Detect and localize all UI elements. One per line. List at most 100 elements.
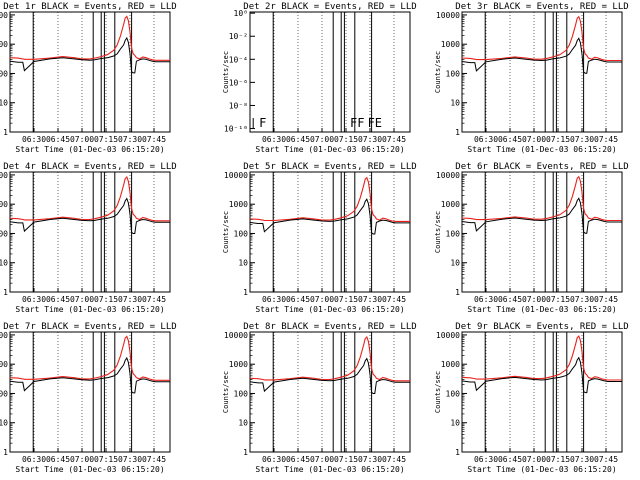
y-tick-label: 1	[455, 128, 460, 137]
x-axis-label: Start Time (01-Dec-03 06:15:20)	[255, 145, 404, 154]
y-tick-label: 1000	[0, 40, 8, 49]
y-tick-label: 100	[0, 69, 8, 78]
series-line-events	[9, 197, 170, 234]
y-tick-label: 1000	[229, 360, 248, 369]
x-tick-label: 07:45	[142, 295, 166, 304]
y-tick-label: 10000	[224, 331, 248, 340]
plot-frame	[9, 171, 171, 293]
y-tick-label: 10000	[0, 171, 8, 180]
y-tick-label: 10	[450, 99, 460, 108]
series-line-events	[249, 198, 410, 235]
y-tick-label: 10⁻⁴	[229, 55, 248, 64]
y-axis-label: Counts/sec	[434, 211, 442, 253]
x-tick-label: 06:45	[46, 295, 70, 304]
x-tick-label: 07:00	[522, 455, 546, 464]
y-tick-label: 1000	[0, 360, 8, 369]
y-tick-label: 10	[450, 419, 460, 428]
y-tick-label: 10⁰	[234, 9, 248, 18]
x-tick-label: 07:00	[310, 295, 334, 304]
y-axis-label: Counts/sec	[434, 51, 442, 93]
panel-det-3: Det 3r BLACK = Events, RED = LLD 06:30 06:…	[434, 2, 629, 154]
y-tick-label: 100	[446, 389, 461, 398]
x-tick-label: 07:30	[358, 135, 382, 144]
x-tick-label: 07:30	[570, 295, 594, 304]
y-tick-label: 1000	[441, 360, 460, 369]
x-tick-label: 07:00	[522, 295, 546, 304]
y-tick-label: 1	[243, 288, 248, 297]
y-tick-label: 100	[446, 229, 461, 238]
series-line-events	[249, 357, 410, 394]
y-tick-label: 1	[455, 448, 460, 457]
series-line-lld	[249, 176, 410, 222]
y-tick-label: 1	[243, 448, 248, 457]
x-tick-label: 07:45	[594, 135, 618, 144]
y-tick-label: 10⁻¹⁰	[224, 125, 248, 134]
x-tick-label: 06:45	[498, 455, 522, 464]
x-tick-label: 07:45	[594, 455, 618, 464]
y-axis-label: Counts/sec	[222, 51, 230, 93]
plot-frame	[249, 171, 411, 293]
x-tick-label: 07:45	[594, 295, 618, 304]
x-tick-label: 07:15	[546, 135, 570, 144]
y-tick-label: 10000	[224, 171, 248, 180]
y-tick-label: 10	[0, 99, 8, 108]
x-tick-label: 06:30	[262, 135, 286, 144]
x-tick-label: 07:00	[70, 135, 94, 144]
x-tick-label: 06:30	[262, 455, 286, 464]
x-tick-label: 06:45	[498, 135, 522, 144]
panel-title: Det 7r BLACK = Events, RED = LLD	[3, 322, 176, 332]
series-line-lld	[249, 336, 410, 382]
y-tick-label: 10000	[436, 331, 460, 340]
x-tick-label: 07:30	[358, 455, 382, 464]
panel-title: Det 5r BLACK = Events, RED = LLD	[243, 162, 416, 172]
panel-det-4: Det 4r BLACK = Events, RED = LLD 06:30 06:…	[0, 162, 177, 314]
y-tick-label: 1	[3, 288, 8, 297]
x-tick-label: 07:00	[522, 135, 546, 144]
x-tick-label: 07:00	[310, 455, 334, 464]
y-tick-label: 10	[0, 259, 8, 268]
x-axis-label: Start Time (01-Dec-03 06:15:20)	[15, 145, 164, 154]
y-axis-label: Counts/sec	[222, 371, 230, 413]
panel-det-7: Det 7r BLACK = Events, RED = LLD 06:30 06:…	[0, 322, 177, 474]
x-tick-label: 07:15	[546, 455, 570, 464]
y-tick-label: 10⁻²	[229, 32, 248, 41]
y-tick-label: 10⁻⁶	[229, 78, 248, 87]
x-tick-label: 07:30	[570, 135, 594, 144]
y-tick-label: 1000	[441, 40, 460, 49]
series-line-events	[461, 197, 622, 234]
x-tick-label: 07:00	[70, 295, 94, 304]
y-tick-label: 10000	[436, 171, 460, 180]
plot-frame	[461, 171, 623, 293]
x-axis-label: Start Time (01-Dec-03 06:15:20)	[467, 465, 616, 474]
panel-title: Det 9r BLACK = Events, RED = LLD	[455, 322, 628, 332]
y-tick-label: 10	[238, 259, 248, 268]
panel-det-8: Det 8r BLACK = Events, RED = LLD 06:30 06:…	[222, 322, 417, 474]
y-tick-label: 10000	[436, 11, 460, 20]
x-tick-label: 07:30	[358, 295, 382, 304]
y-tick-label: 10	[0, 419, 8, 428]
y-tick-label: 10	[450, 259, 460, 268]
x-tick-label: 07:45	[382, 455, 406, 464]
series-line-events	[461, 37, 622, 74]
x-axis-label: Start Time (01-Dec-03 06:15:20)	[15, 465, 164, 474]
x-tick-label: 07:45	[382, 135, 406, 144]
panel-annotation: FF	[350, 116, 364, 130]
x-tick-label: 07:00	[310, 135, 334, 144]
series-line-events	[9, 36, 170, 74]
y-tick-label: 100	[0, 229, 8, 238]
x-tick-label: 07:30	[118, 295, 142, 304]
x-tick-label: 07:45	[382, 295, 406, 304]
x-axis-label: Start Time (01-Dec-03 06:15:20)	[467, 305, 616, 314]
y-tick-label: 1	[3, 448, 8, 457]
panel-det-6: Det 6r BLACK = Events, RED = LLD 06:30 06:…	[434, 162, 629, 314]
x-tick-label: 06:30	[474, 455, 498, 464]
x-axis-label: Start Time (01-Dec-03 06:15:20)	[255, 305, 404, 314]
y-tick-label: 1000	[0, 200, 8, 209]
plot-frame	[9, 331, 171, 453]
x-tick-label: 07:15	[94, 135, 118, 144]
y-axis-label: Counts/sec	[434, 371, 442, 413]
x-tick-label: 06:30	[22, 135, 46, 144]
x-tick-label: 06:30	[22, 295, 46, 304]
x-tick-label: 07:30	[118, 135, 142, 144]
panel-title: Det 8r BLACK = Events, RED = LLD	[243, 322, 416, 332]
